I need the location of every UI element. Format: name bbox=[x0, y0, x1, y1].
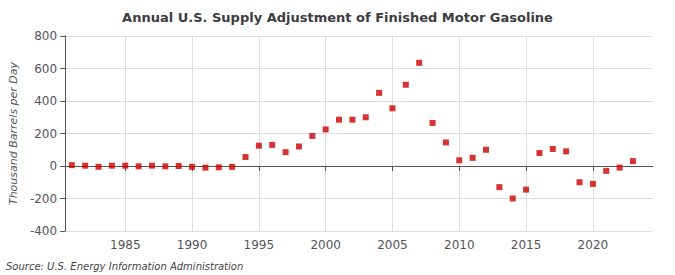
svg-text:1990: 1990 bbox=[177, 238, 208, 252]
svg-text:800: 800 bbox=[34, 29, 57, 43]
svg-text:2010: 2010 bbox=[444, 238, 475, 252]
svg-text:0: 0 bbox=[49, 159, 57, 173]
svg-text:2000: 2000 bbox=[310, 238, 341, 252]
svg-text:Annual U.S. Supply Adjustment: Annual U.S. Supply Adjustment of Finishe… bbox=[122, 10, 553, 25]
svg-text:-200: -200 bbox=[30, 192, 57, 206]
svg-text:-400: -400 bbox=[30, 224, 57, 238]
svg-text:400: 400 bbox=[34, 94, 57, 108]
svg-text:1995: 1995 bbox=[244, 238, 275, 252]
svg-text:2020: 2020 bbox=[578, 238, 609, 252]
svg-text:1985: 1985 bbox=[110, 238, 141, 252]
svg-text:600: 600 bbox=[34, 62, 57, 76]
svg-text:2015: 2015 bbox=[511, 238, 542, 252]
svg-text:Thousand Barrels per Day: Thousand Barrels per Day bbox=[7, 61, 20, 205]
svg-text:Source: U.S. Energy Informatio: Source: U.S. Energy Information Administ… bbox=[6, 261, 243, 272]
svg-text:2005: 2005 bbox=[377, 238, 408, 252]
svg-text:200: 200 bbox=[34, 127, 57, 141]
